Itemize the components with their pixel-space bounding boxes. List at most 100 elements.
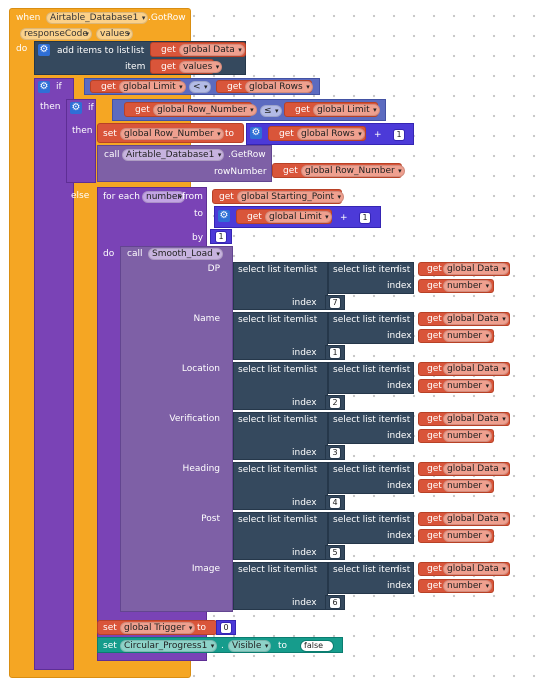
var-dropdown[interactable]: global Data <box>443 413 509 425</box>
inner-select-list-item-block[interactable]: select list item list index <box>328 312 414 344</box>
index-number-block[interactable]: 6 <box>325 595 345 610</box>
get-global-rows-block-2[interactable]: get global Rows <box>268 126 366 141</box>
get-number-block[interactable]: get number <box>418 329 494 343</box>
property-dropdown[interactable]: Visible <box>228 640 272 652</box>
by-value-block[interactable]: 1 <box>210 229 232 244</box>
var-dropdown[interactable]: global Data <box>443 363 509 375</box>
select-list-item-block[interactable]: select list item list index <box>233 262 328 310</box>
add-items-to-list-block[interactable]: ⚙ add items to list list item <box>34 41 246 75</box>
get-global-starting-point-block[interactable]: get global Starting_Point <box>212 189 345 204</box>
var-dropdown[interactable]: values <box>179 61 223 73</box>
get-number-block[interactable]: get number <box>418 579 494 593</box>
component-dropdown[interactable]: Airtable_Database1 <box>122 149 225 161</box>
inner-select-list-item-block[interactable]: select list item list index <box>328 262 414 294</box>
var-dropdown[interactable]: global Data <box>443 563 509 575</box>
call-getrow-block[interactable]: call Airtable_Database1 .GetRow rowNumbe… <box>97 145 272 182</box>
index-value[interactable]: 6 <box>329 597 341 609</box>
get-global-data-block[interactable]: get global Data <box>418 262 510 276</box>
index-number-block[interactable]: 2 <box>325 395 345 410</box>
var-dropdown[interactable]: global Row_Number <box>120 128 224 140</box>
set-global-trigger-block[interactable]: set global Trigger to <box>97 620 217 635</box>
get-values-block[interactable]: get values <box>150 59 223 74</box>
var-dropdown[interactable]: number <box>443 330 493 342</box>
index-value[interactable]: 3 <box>329 447 341 459</box>
index-value[interactable]: 4 <box>329 497 341 509</box>
var-dropdown[interactable]: global Rows <box>245 81 313 93</box>
index-number-block[interactable]: 7 <box>325 295 345 310</box>
get-global-limit-block[interactable]: get global Limit <box>90 80 186 93</box>
inner-select-list-item-block[interactable]: select list item list index <box>328 462 414 494</box>
select-list-item-block[interactable]: select list item list index <box>233 512 328 560</box>
index-value[interactable]: 5 <box>329 547 341 559</box>
call-smooth-load-block[interactable]: call Smooth_Load <box>120 246 233 612</box>
number-one[interactable]: 1 <box>393 129 405 141</box>
set-row-number-block[interactable]: set global Row_Number to <box>97 123 244 143</box>
var-dropdown[interactable]: number <box>443 430 493 442</box>
param-responsecode[interactable]: responseCode <box>20 28 92 40</box>
mutator-gear-icon[interactable]: ⚙ <box>250 127 262 139</box>
index-number-block[interactable]: 3 <box>325 445 345 460</box>
get-global-data-block[interactable]: get global Data <box>150 42 246 57</box>
var-dropdown[interactable]: global Data <box>443 463 509 475</box>
get-global-data-block[interactable]: get global Data <box>418 312 510 326</box>
index-number-block[interactable]: 1 <box>325 345 345 360</box>
var-dropdown[interactable]: global Data <box>443 263 509 275</box>
get-global-data-block[interactable]: get global Data <box>418 512 510 526</box>
get-global-rows-block[interactable]: get global Rows <box>216 80 313 93</box>
var-dropdown[interactable]: global Limit <box>265 211 332 223</box>
operator-dropdown[interactable]: ≤ <box>260 105 282 117</box>
if-else-block[interactable]: ⚙ if then else <box>34 78 89 670</box>
select-list-item-block[interactable]: select list item list index <box>233 362 328 410</box>
var-dropdown[interactable]: number <box>443 280 493 292</box>
var-dropdown[interactable]: number <box>443 580 493 592</box>
index-value[interactable]: 7 <box>329 297 341 309</box>
get-global-data-block[interactable]: get global Data <box>418 462 510 476</box>
component-dropdown[interactable]: Circular_Progress1 <box>120 640 218 652</box>
get-global-data-block[interactable]: get global Data <box>418 362 510 376</box>
boolean-false-dropdown[interactable]: false <box>300 640 335 652</box>
get-number-block[interactable]: get number <box>418 479 494 493</box>
var-dropdown[interactable]: global Row_Number <box>153 104 257 116</box>
var-dropdown[interactable]: global Trigger <box>120 622 196 634</box>
get-global-row-number-block[interactable]: get global Row_Number <box>124 102 257 117</box>
inner-select-list-item-block[interactable]: select list item list index <box>328 512 414 544</box>
set-circular-progress-visible-block[interactable]: set Circular_Progress1 . Visible to fals… <box>97 637 343 653</box>
get-global-row-number-block-2[interactable]: get global Row_Number <box>272 163 405 178</box>
var-dropdown[interactable]: global Data <box>179 44 245 56</box>
operator-dropdown[interactable]: < <box>189 81 211 93</box>
loop-var-field[interactable]: number <box>142 191 186 203</box>
select-list-item-block[interactable]: select list item list index <box>233 412 328 460</box>
var-dropdown[interactable]: number <box>443 480 493 492</box>
var-dropdown[interactable]: global Starting_Point <box>237 191 345 203</box>
mutator-gear-icon[interactable]: ⚙ <box>218 210 230 222</box>
get-number-block[interactable]: get number <box>418 429 494 443</box>
select-list-item-block[interactable]: select list item list index <box>233 312 328 360</box>
var-dropdown[interactable]: global Row_Number <box>301 165 405 177</box>
get-global-data-block[interactable]: get global Data <box>418 412 510 426</box>
get-global-data-block[interactable]: get global Data <box>418 562 510 576</box>
index-value[interactable]: 2 <box>329 397 341 409</box>
var-dropdown[interactable]: global Data <box>443 313 509 325</box>
select-list-item-block[interactable]: select list item list index <box>233 562 328 610</box>
var-dropdown[interactable]: global Rows <box>297 128 365 140</box>
get-number-block[interactable]: get number <box>418 529 494 543</box>
mutator-gear-icon[interactable]: ⚙ <box>38 44 50 56</box>
param-values[interactable]: values <box>96 28 134 40</box>
event-component-dropdown[interactable]: Airtable_Database1 <box>46 12 149 24</box>
var-dropdown[interactable]: number <box>443 380 493 392</box>
get-number-block[interactable]: get number <box>418 279 494 293</box>
var-dropdown[interactable]: global Limit <box>313 104 380 116</box>
number-zero[interactable]: 0 <box>220 622 232 634</box>
var-dropdown[interactable]: global Data <box>443 513 509 525</box>
var-dropdown[interactable]: global Limit <box>119 81 186 93</box>
get-number-block[interactable]: get number <box>418 379 494 393</box>
get-global-limit-block-2[interactable]: get global Limit <box>284 102 380 117</box>
inner-select-list-item-block[interactable]: select list item list index <box>328 562 414 594</box>
number-one[interactable]: 1 <box>215 231 227 243</box>
number-one[interactable]: 1 <box>359 212 371 224</box>
procedure-dropdown[interactable]: Smooth_Load <box>148 248 223 260</box>
index-number-block[interactable]: 5 <box>325 545 345 560</box>
inner-if-block[interactable]: ⚙ if then <box>66 99 96 183</box>
inner-select-list-item-block[interactable]: select list item list index <box>328 362 414 394</box>
get-global-limit-block-3[interactable]: get global Limit <box>236 209 332 224</box>
